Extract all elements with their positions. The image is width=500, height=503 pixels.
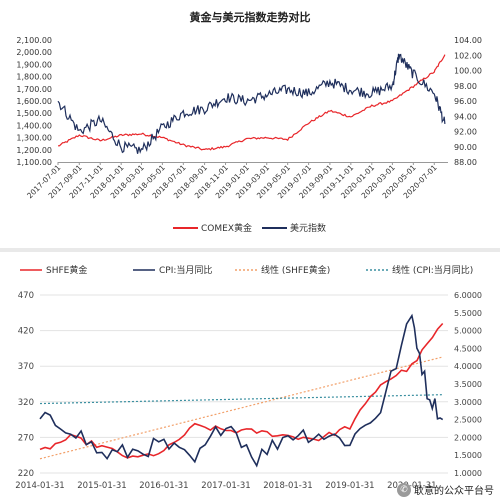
legend-label-trend-cpi: 线性 (CPI:当月同比) <box>392 264 473 276</box>
y-left-tick-label: 1,600.00 <box>16 97 52 106</box>
y-right-tick-label: 2.5000 <box>454 416 482 425</box>
wechat-icon: ✆ <box>397 482 411 497</box>
y-left-tick-label: 270 <box>18 433 34 443</box>
y-right-tick-label: 100.00 <box>454 67 482 76</box>
shfe-gold-vs-cpi-svg: 220 270 320 370 420 470 1.0000 1.5000 2.0000 2.50… <box>15 264 482 491</box>
y-left-tick-label: 1,800.00 <box>16 73 52 82</box>
x-tick-label: 2014-01-31 <box>15 481 64 491</box>
y-left-tick-label: 320 <box>18 398 34 408</box>
x-tick-label: 2020-01-31 <box>387 481 436 491</box>
y-right-tick-label: 96.00 <box>454 97 477 106</box>
x-tick-label: 2016-01-31 <box>139 481 188 491</box>
y-right-tick-label: 3.0000 <box>454 398 482 407</box>
y-right-tick-label: 4.5000 <box>454 344 482 353</box>
y-left-tick-label: 470 <box>18 291 34 301</box>
y-right-tick-label: 94.00 <box>454 112 477 121</box>
x-tick-label: 2019-01-31 <box>325 481 374 491</box>
y-right-tick-label: 2.0000 <box>454 433 482 442</box>
y-left-tick-label: 1,100.00 <box>16 158 52 167</box>
watermark-text: 耿意的公众平台号 <box>414 486 494 497</box>
y-right-tick-label: 5.5000 <box>454 309 482 318</box>
series-line-comex-gold <box>58 54 446 151</box>
y-left-tick-label: 220 <box>18 469 34 479</box>
y-left-tick-label: 420 <box>18 327 34 337</box>
y-left-tick-label: 1,700.00 <box>16 85 52 94</box>
gold-vs-dollar-svg: 黄金与美元指数走势对比 1,100.00 1,200.00 1,300.00 1,400… <box>16 10 482 234</box>
series-line-shfe-gold <box>39 322 444 459</box>
y-left-tick-label: 1,900.00 <box>16 60 52 69</box>
y-right-tick-label: 3.5000 <box>454 380 482 389</box>
legend-label-shfe-gold: SHFE黄金 <box>46 264 87 276</box>
x-tick-label: 2017-01-31 <box>201 481 250 491</box>
y-left-tick-label: 370 <box>18 362 34 372</box>
y-right-tick-label: 1.5000 <box>454 451 482 460</box>
legend-label-trend-shfe-gold: 线性 (SHFE黄金) <box>261 264 330 276</box>
series-line-cpi <box>39 313 444 468</box>
y-left-tick-label: 1,500.00 <box>16 109 52 118</box>
y-right-tick-label: 90.00 <box>454 143 477 152</box>
y-left-tick-label: 1,400.00 <box>16 121 52 130</box>
gold-vs-dollar-chart: 黄金与美元指数走势对比 1,100.00 1,200.00 1,300.00 1,400… <box>0 0 500 248</box>
shfe-gold-vs-cpi-chart: 220 270 320 370 420 470 1.0000 1.5000 2.0000 2.50… <box>0 252 500 503</box>
chart-title: 黄金与美元指数走势对比 <box>190 10 311 24</box>
y-right-tick-label: 6.0000 <box>454 291 482 300</box>
x-tick-label: 2018-01-31 <box>263 481 312 491</box>
y-right-tick-label: 88.00 <box>454 158 477 167</box>
watermark: ✆ 耿意的公众平台号 <box>397 482 494 497</box>
series-line-dollar-index <box>57 53 446 154</box>
y-right-tick-label: 1.0000 <box>454 469 482 478</box>
y-right-tick-label: 92.00 <box>454 128 477 137</box>
legend-label-dollar-index: 美元指数 <box>290 222 326 234</box>
legend-label-comex-gold: COMEX黄金 <box>201 222 252 234</box>
y-right-tick-label: 4.0000 <box>454 362 482 371</box>
panel-separator <box>0 248 500 252</box>
y-right-tick-label: 104.00 <box>454 36 482 45</box>
y-right-tick-label: 98.00 <box>454 82 477 91</box>
y-right-tick-label: 102.00 <box>454 51 482 60</box>
y-right-tick-label: 5.0000 <box>454 327 482 336</box>
trendline-cpi <box>39 394 443 405</box>
y-left-tick-label: 2,000.00 <box>16 48 52 57</box>
trendline-shfe-gold <box>39 356 443 460</box>
x-tick-label: 2015-01-31 <box>77 481 126 491</box>
y-left-tick-label: 2,100.00 <box>16 36 52 45</box>
y-left-tick-label: 1,300.00 <box>16 134 52 143</box>
legend-label-cpi: CPI:当月同比 <box>159 264 212 276</box>
y-left-tick-label: 1,200.00 <box>16 146 52 155</box>
